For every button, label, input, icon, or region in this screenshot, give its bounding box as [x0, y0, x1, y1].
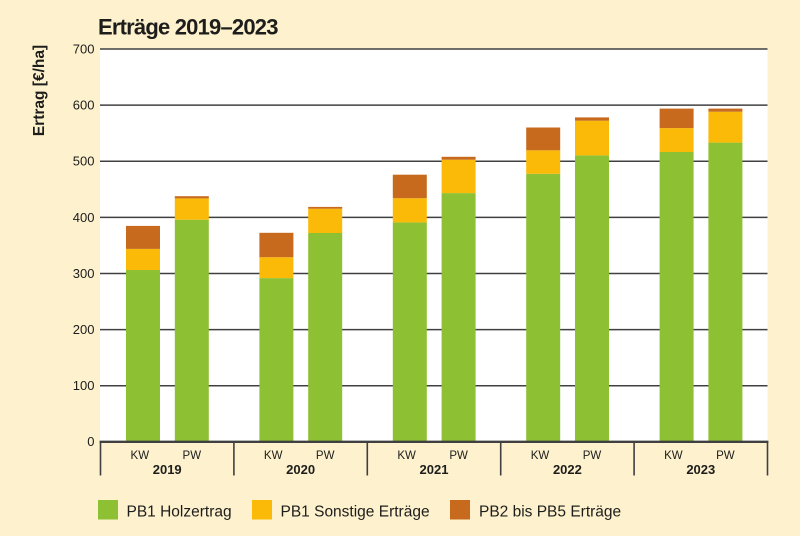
svg-text:KW: KW	[264, 450, 283, 462]
svg-text:PW: PW	[183, 450, 202, 462]
svg-text:PW: PW	[449, 450, 468, 462]
svg-text:100: 100	[73, 378, 95, 393]
svg-text:PW: PW	[716, 450, 735, 462]
svg-text:PB2 bis PB5 Erträge: PB2 bis PB5 Erträge	[479, 504, 621, 521]
svg-text:700: 700	[73, 41, 95, 56]
svg-text:2020: 2020	[286, 462, 315, 477]
svg-text:KW: KW	[131, 450, 150, 462]
svg-text:500: 500	[73, 154, 95, 169]
svg-text:PB1 Holzertrag: PB1 Holzertrag	[127, 504, 232, 521]
svg-text:KW: KW	[664, 450, 683, 462]
svg-text:0: 0	[87, 434, 94, 449]
svg-text:PW: PW	[583, 450, 602, 462]
svg-text:2021: 2021	[420, 462, 449, 477]
svg-text:KW: KW	[531, 450, 550, 462]
svg-text:2022: 2022	[553, 462, 582, 477]
svg-text:200: 200	[73, 322, 95, 337]
svg-text:2023: 2023	[686, 462, 715, 477]
svg-text:PB1 Sonstige Erträge: PB1 Sonstige Erträge	[281, 504, 430, 521]
svg-text:Ertrag [€/ha]: Ertrag [€/ha]	[31, 45, 48, 136]
svg-text:KW: KW	[397, 450, 416, 462]
svg-text:400: 400	[73, 210, 95, 225]
svg-text:Erträge 2019–2023: Erträge 2019–2023	[98, 15, 278, 40]
svg-text:PW: PW	[316, 450, 335, 462]
svg-text:600: 600	[73, 98, 95, 113]
svg-text:300: 300	[73, 266, 95, 281]
svg-text:2019: 2019	[153, 462, 182, 477]
